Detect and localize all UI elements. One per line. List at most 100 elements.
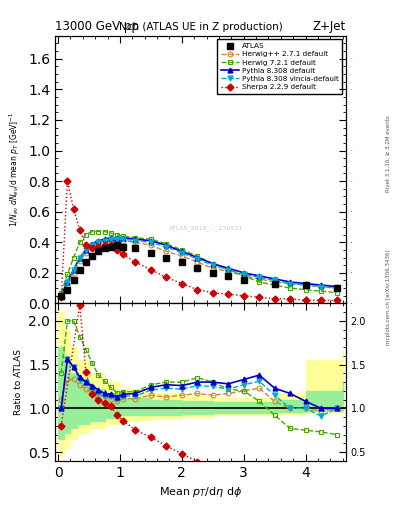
Pythia 8.308 vincia-default bbox=[319, 284, 323, 290]
Herwig 7.2.1 default bbox=[59, 290, 64, 296]
Text: Z+Jet: Z+Jet bbox=[312, 20, 346, 33]
Herwig++ 2.7.1 default bbox=[195, 259, 200, 265]
ATLAS bbox=[71, 278, 76, 284]
Pythia 8.308 default bbox=[102, 236, 107, 242]
Sherpa 2.2.9 default bbox=[319, 297, 323, 304]
Pythia 8.308 default bbox=[226, 265, 231, 271]
Pythia 8.308 vincia-default bbox=[164, 244, 169, 250]
Herwig 7.2.1 default bbox=[319, 288, 323, 294]
Line: Pythia 8.308 default: Pythia 8.308 default bbox=[59, 235, 339, 298]
Pythia 8.308 default bbox=[195, 254, 200, 261]
Text: mcplots.cern.ch [arXiv:1306.3436]: mcplots.cern.ch [arXiv:1306.3436] bbox=[386, 249, 391, 345]
Pythia 8.308 default bbox=[108, 234, 113, 241]
Pythia 8.308 default bbox=[319, 282, 323, 288]
Pythia 8.308 vincia-default bbox=[288, 281, 292, 287]
Pythia 8.308 vincia-default bbox=[121, 236, 125, 242]
Herwig++ 2.7.1 default bbox=[241, 273, 246, 279]
X-axis label: Mean $p_T$/d$\eta$ d$\phi$: Mean $p_T$/d$\eta$ d$\phi$ bbox=[159, 485, 242, 499]
Herwig 7.2.1 default bbox=[164, 241, 169, 247]
Herwig++ 2.7.1 default bbox=[226, 268, 231, 274]
Herwig++ 2.7.1 default bbox=[114, 238, 119, 244]
Title: Nch (ATLAS UE in Z production): Nch (ATLAS UE in Z production) bbox=[119, 23, 282, 32]
Pythia 8.308 default bbox=[59, 293, 64, 299]
Herwig++ 2.7.1 default bbox=[59, 293, 64, 299]
Pythia 8.308 default bbox=[164, 242, 169, 248]
Herwig++ 2.7.1 default bbox=[96, 241, 101, 247]
Herwig++ 2.7.1 default bbox=[319, 284, 323, 290]
Sherpa 2.2.9 default bbox=[210, 290, 215, 296]
Herwig++ 2.7.1 default bbox=[149, 242, 153, 248]
Sherpa 2.2.9 default bbox=[71, 205, 76, 211]
Pythia 8.308 vincia-default bbox=[102, 238, 107, 244]
Pythia 8.308 vincia-default bbox=[114, 236, 119, 242]
Herwig++ 2.7.1 default bbox=[65, 282, 70, 288]
Pythia 8.308 default bbox=[257, 273, 262, 279]
ATLAS bbox=[90, 253, 94, 259]
Sherpa 2.2.9 default bbox=[288, 296, 292, 302]
Sherpa 2.2.9 default bbox=[257, 294, 262, 301]
Sherpa 2.2.9 default bbox=[226, 291, 231, 297]
Line: Pythia 8.308 vincia-default: Pythia 8.308 vincia-default bbox=[59, 237, 339, 298]
Pythia 8.308 vincia-default bbox=[303, 282, 308, 288]
Herwig++ 2.7.1 default bbox=[334, 285, 339, 291]
Herwig 7.2.1 default bbox=[180, 247, 184, 253]
ATLAS bbox=[59, 293, 64, 299]
Herwig++ 2.7.1 default bbox=[77, 258, 82, 264]
Herwig++ 2.7.1 default bbox=[108, 238, 113, 244]
Herwig++ 2.7.1 default bbox=[84, 250, 88, 256]
Herwig 7.2.1 default bbox=[71, 254, 76, 261]
Herwig++ 2.7.1 default bbox=[180, 253, 184, 259]
ATLAS bbox=[334, 285, 339, 291]
Y-axis label: Ratio to ATLAS: Ratio to ATLAS bbox=[14, 349, 23, 415]
ATLAS bbox=[133, 245, 138, 251]
ATLAS bbox=[210, 270, 215, 276]
Legend: ATLAS, Herwig++ 2.7.1 default, Herwig 7.2.1 default, Pythia 8.308 default, Pythi: ATLAS, Herwig++ 2.7.1 default, Herwig 7.… bbox=[217, 39, 342, 94]
Herwig 7.2.1 default bbox=[303, 287, 308, 293]
Herwig 7.2.1 default bbox=[102, 228, 107, 234]
Herwig++ 2.7.1 default bbox=[71, 270, 76, 276]
Herwig 7.2.1 default bbox=[108, 230, 113, 236]
Pythia 8.308 vincia-default bbox=[180, 250, 184, 256]
ATLAS bbox=[180, 259, 184, 265]
Herwig++ 2.7.1 default bbox=[288, 281, 292, 287]
Herwig++ 2.7.1 default bbox=[257, 276, 262, 282]
Pythia 8.308 default bbox=[241, 270, 246, 276]
Pythia 8.308 default bbox=[77, 254, 82, 261]
Pythia 8.308 default bbox=[71, 267, 76, 273]
Line: Sherpa 2.2.9 default: Sherpa 2.2.9 default bbox=[59, 179, 339, 303]
Herwig 7.2.1 default bbox=[114, 231, 119, 238]
Herwig 7.2.1 default bbox=[149, 236, 153, 242]
ATLAS bbox=[102, 245, 107, 251]
Pythia 8.308 vincia-default bbox=[210, 262, 215, 268]
ATLAS bbox=[84, 259, 88, 265]
Pythia 8.308 vincia-default bbox=[149, 239, 153, 245]
Sherpa 2.2.9 default bbox=[180, 281, 184, 287]
Sherpa 2.2.9 default bbox=[84, 242, 88, 248]
Sherpa 2.2.9 default bbox=[334, 297, 339, 304]
Herwig 7.2.1 default bbox=[241, 273, 246, 279]
Herwig 7.2.1 default bbox=[210, 261, 215, 267]
ATLAS bbox=[303, 282, 308, 288]
Pythia 8.308 vincia-default bbox=[241, 271, 246, 278]
Pythia 8.308 vincia-default bbox=[90, 242, 94, 248]
Herwig++ 2.7.1 default bbox=[133, 239, 138, 245]
Sherpa 2.2.9 default bbox=[65, 178, 70, 184]
ATLAS bbox=[65, 287, 70, 293]
Herwig 7.2.1 default bbox=[226, 267, 231, 273]
Herwig 7.2.1 default bbox=[195, 253, 200, 259]
Sherpa 2.2.9 default bbox=[90, 245, 94, 251]
Pythia 8.308 default bbox=[65, 279, 70, 285]
Y-axis label: $1/N_{ev}$ $dN_{ev}$/d mean $p_T$ [GeV]$^{-1}$: $1/N_{ev}$ $dN_{ev}$/d mean $p_T$ [GeV]$… bbox=[8, 112, 22, 227]
ATLAS bbox=[164, 254, 169, 261]
Herwig++ 2.7.1 default bbox=[102, 238, 107, 244]
Pythia 8.308 vincia-default bbox=[334, 285, 339, 291]
Herwig++ 2.7.1 default bbox=[272, 279, 277, 285]
Herwig 7.2.1 default bbox=[121, 233, 125, 239]
Line: Herwig 7.2.1 default: Herwig 7.2.1 default bbox=[59, 229, 339, 295]
ATLAS bbox=[108, 244, 113, 250]
Herwig 7.2.1 default bbox=[334, 290, 339, 296]
ATLAS bbox=[77, 267, 82, 273]
Pythia 8.308 vincia-default bbox=[77, 254, 82, 261]
Herwig 7.2.1 default bbox=[96, 228, 101, 234]
Sherpa 2.2.9 default bbox=[241, 293, 246, 299]
